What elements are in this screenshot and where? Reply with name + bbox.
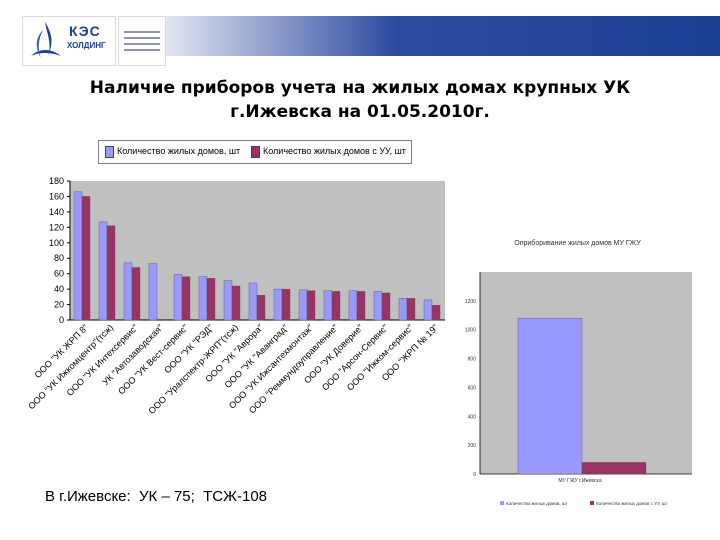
- bar-series-1: [98, 221, 108, 321]
- bar-series-2: [281, 288, 291, 321]
- secondary-logo: [118, 16, 166, 66]
- bar-series-2: [331, 291, 341, 321]
- bar-series-1: [248, 282, 258, 321]
- side-legend-label: Количество жилых домов, шт: [506, 501, 568, 506]
- bar-series-2: [356, 291, 366, 321]
- legend-label-series-1: Количество жилых домов, шт: [117, 146, 241, 156]
- company-logo: КЭС ХОЛДИНГ: [22, 16, 116, 66]
- bar-series-1: [423, 299, 433, 321]
- bar-series-2: [256, 295, 266, 321]
- bar-series-1: [398, 298, 408, 321]
- bar-series-1: [223, 280, 233, 321]
- side-y-tick-label: 200: [468, 443, 477, 449]
- y-tick-label: 0: [59, 315, 64, 325]
- y-tick-label: 80: [54, 253, 64, 263]
- bar-series-2: [306, 290, 316, 321]
- side-x-category-label: МУ ГЖУ г.Ижевска: [558, 478, 601, 484]
- y-tick-label: 40: [54, 284, 64, 294]
- bar-series-1: [348, 290, 358, 321]
- bar-series-1: [123, 262, 133, 321]
- bar-series-2: [81, 196, 91, 321]
- y-tick-label: 60: [54, 269, 64, 279]
- logo-subtext: ХОЛДИНГ: [67, 41, 106, 50]
- side-legend-swatch: [500, 501, 504, 505]
- y-tick-label: 140: [49, 207, 64, 217]
- summary-text: В г.Ижевске: УК – 75; ТСЖ-108: [45, 488, 268, 505]
- main-chart-area: 0 20 40 60 80 100 120 140 160 180 ООО "УК ЖРП 8" ОО…: [8, 168, 450, 468]
- logo-text: КЭС: [69, 23, 101, 39]
- bar-series-1: [148, 263, 158, 321]
- secondary-chart-title: Оприборивание жилых домов МУ ГЖУ: [514, 240, 641, 247]
- legend-swatch-series-1: [105, 146, 114, 158]
- side-y-tick-label: 600: [468, 385, 477, 391]
- bar-series-1: [373, 291, 383, 321]
- y-tick-label: 100: [49, 238, 64, 248]
- bar-series-1: [198, 276, 208, 321]
- bar-series-2: [431, 305, 441, 321]
- bar-series-1: [173, 274, 183, 321]
- y-tick-label: 180: [49, 176, 64, 186]
- y-tick-label: 120: [49, 222, 64, 232]
- bar-series-2: [381, 292, 391, 321]
- bar-series-1: [298, 289, 308, 321]
- bar-series-1: [323, 290, 333, 321]
- bar-series-2: [231, 285, 241, 321]
- logo-emblem-icon: [31, 22, 61, 58]
- bar-series-2: [131, 267, 141, 321]
- bar-series-2: [406, 298, 416, 321]
- bar-series-1: [73, 191, 83, 321]
- bar-series-2: [106, 225, 116, 321]
- side-y-tick-label: 1200: [465, 299, 476, 305]
- side-y-tick-label: 800: [468, 357, 477, 363]
- bar-series-2: [206, 278, 216, 321]
- y-tick-label: 160: [49, 191, 64, 201]
- page-title: Наличие приборов учета на жилых домах кр…: [0, 76, 720, 124]
- side-plot-area: [480, 272, 692, 474]
- title-line-2: г.Ижевска на 01.05.2010г.: [230, 102, 490, 122]
- title-line-1: Наличие приборов учета на жилых домах кр…: [89, 78, 631, 98]
- side-legend-swatch: [590, 501, 594, 505]
- legend-label-series-2: Количество жилых домов с УУ, шт: [263, 146, 406, 156]
- side-y-tick-label: 0: [473, 472, 476, 478]
- side-y-tick-label: 400: [468, 414, 477, 420]
- side-bar-series-2: [581, 462, 647, 475]
- legend-swatch-series-2: [251, 146, 260, 158]
- bar-series-1: [273, 288, 283, 321]
- side-bar-series-1: [517, 317, 583, 475]
- secondary-chart-panel: Оприборивание жилых домов МУ ГЖУ 0 200 400…: [450, 230, 705, 515]
- secondary-bar-chart: 0 200 400 600 800 1000 1200 МУ ГЖУ г.Ижевска Кол…: [465, 272, 692, 506]
- chart-legend: Количество жилых домов, шт Количество жи…: [98, 140, 412, 164]
- side-y-tick-label: 1000: [465, 328, 476, 334]
- side-legend-label: Количество жилых домов с УУ, шт: [596, 501, 667, 506]
- y-tick-label: 20: [54, 300, 64, 310]
- bar-series-2: [181, 276, 191, 321]
